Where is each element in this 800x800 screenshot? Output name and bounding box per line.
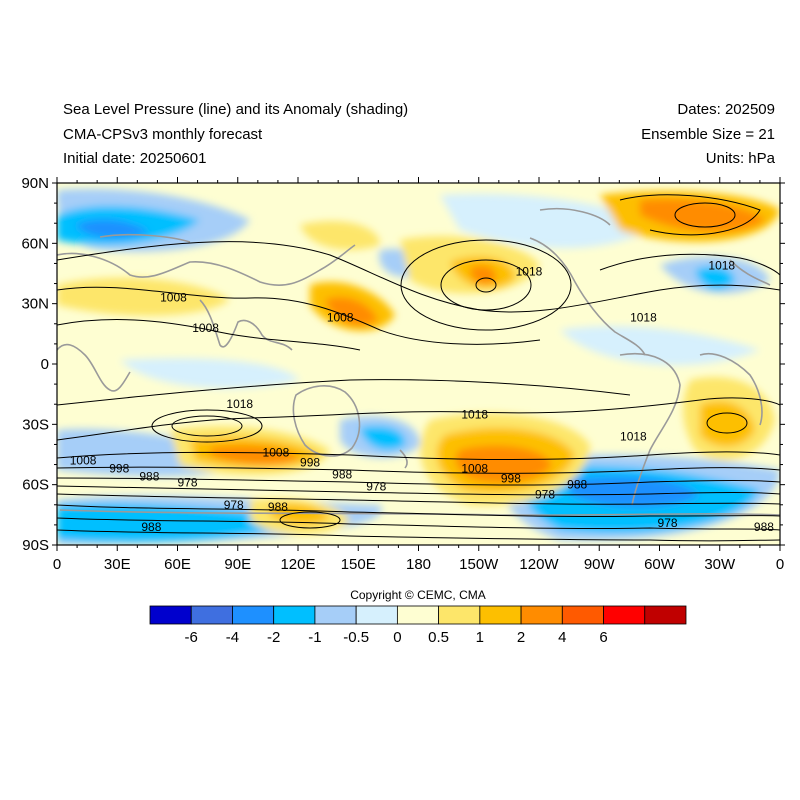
colorbar-swatch [396, 605, 440, 625]
colorbar-tick-label: -6 [185, 629, 198, 646]
lon-label: 90W [584, 556, 616, 573]
colorbar-tick-label: 2 [517, 629, 525, 646]
lon-label: 60E [164, 556, 191, 573]
contour-labels: 1008 1008 1008 1018 1018 1018 1018 1018 1018 1008… [70, 258, 775, 534]
contour-label: 1018 [226, 397, 253, 411]
colorbar-tick-label: 0.5 [428, 629, 449, 646]
colorbar-swatch [273, 605, 316, 625]
colorbar-swatch [479, 605, 522, 625]
lon-label: 180 [406, 556, 431, 573]
ensemble-size-label: Ensemble Size = 21 [641, 126, 775, 143]
contour-label: 1008 [263, 445, 290, 459]
colorbar-swatch [520, 605, 563, 625]
contour-label: 988 [567, 478, 587, 492]
contour-label: 1008 [160, 291, 187, 305]
contour-label: 1018 [620, 429, 647, 443]
contour-label: 998 [109, 462, 129, 476]
colorbar-tick-label: 4 [558, 629, 566, 646]
title-line-3: Initial date: 20250601 [63, 150, 207, 167]
contour-label: 1018 [708, 258, 735, 272]
pressure-contours [57, 194, 780, 542]
colorbar-tick-label: -0.5 [343, 629, 369, 646]
copyright-label: Copyright © CEMC, CMA [350, 588, 486, 602]
lon-label: 60W [644, 556, 676, 573]
colorbar-swatch [190, 605, 233, 625]
lat-label: 60S [22, 477, 49, 494]
contour-label: 988 [332, 468, 352, 482]
lon-label: 90E [224, 556, 251, 573]
colorbar-tick-label: 0 [393, 629, 401, 646]
units-label: Units: hPa [705, 150, 775, 167]
lat-label: 60N [21, 235, 49, 252]
contour-label: 988 [268, 500, 288, 514]
contour-label: 978 [535, 488, 555, 502]
lon-label: 30E [104, 556, 131, 573]
colorbar-swatch [149, 605, 192, 625]
contour-label: 1008 [327, 311, 354, 325]
contour-label: 978 [658, 516, 678, 530]
colorbar-swatch [438, 605, 481, 625]
contour-label: 1008 [70, 454, 97, 468]
colorbar-tick-label: -2 [267, 629, 280, 646]
lon-label: 0 [53, 556, 61, 573]
colorbar-tick-label: 6 [599, 629, 607, 646]
title-line-1: Sea Level Pressure (line) and its Anomal… [63, 101, 409, 118]
lat-label: 0 [41, 356, 49, 373]
lat-label: 30S [22, 416, 49, 433]
lon-label: 150E [341, 556, 376, 573]
contour-label: 988 [754, 520, 774, 534]
lon-label: 120W [519, 556, 559, 573]
colorbar-swatch [314, 605, 357, 625]
lon-label: 30W [704, 556, 736, 573]
contour-label: 1018 [516, 264, 543, 278]
contour-label: 988 [141, 520, 161, 534]
colorbar-swatch [232, 605, 275, 625]
lon-label: 120E [280, 556, 315, 573]
contour-label: 978 [366, 480, 386, 494]
contour-label: 998 [300, 456, 320, 470]
contour-label: 1018 [461, 407, 488, 421]
lat-label: 30N [21, 296, 49, 313]
contour-label: 978 [178, 476, 198, 490]
title-line-2: CMA-CPSv3 monthly forecast [63, 126, 263, 143]
dates-label: Dates: 202509 [677, 101, 775, 118]
colorbar-swatch [561, 605, 604, 625]
colorbar-swatch [355, 605, 398, 625]
map-area: 1008 1008 1008 1018 1018 1018 1018 1018 1018 1008… [57, 183, 780, 545]
lat-label: 90S [22, 537, 49, 554]
contour-label: 978 [224, 498, 244, 512]
lon-label: 0 [776, 556, 784, 573]
colorbar-tick-label: 1 [476, 629, 484, 646]
contour-label: 998 [501, 472, 521, 486]
contour-label: 1008 [461, 462, 488, 476]
contour-label: 988 [139, 470, 159, 484]
colorbar-swatch [603, 605, 646, 625]
colorbar: -6 -4 -2 -1 -0.5 0 0.5 1 2 4 6 [149, 605, 687, 646]
lat-label: 90N [21, 175, 49, 192]
colorbar-tick-label: -4 [226, 629, 239, 646]
contour-label: 1018 [630, 311, 657, 325]
colorbar-tick-label: -1 [308, 629, 321, 646]
lon-label: 150W [459, 556, 499, 573]
contour-label: 1008 [192, 321, 219, 335]
colorbar-swatch [644, 605, 687, 625]
